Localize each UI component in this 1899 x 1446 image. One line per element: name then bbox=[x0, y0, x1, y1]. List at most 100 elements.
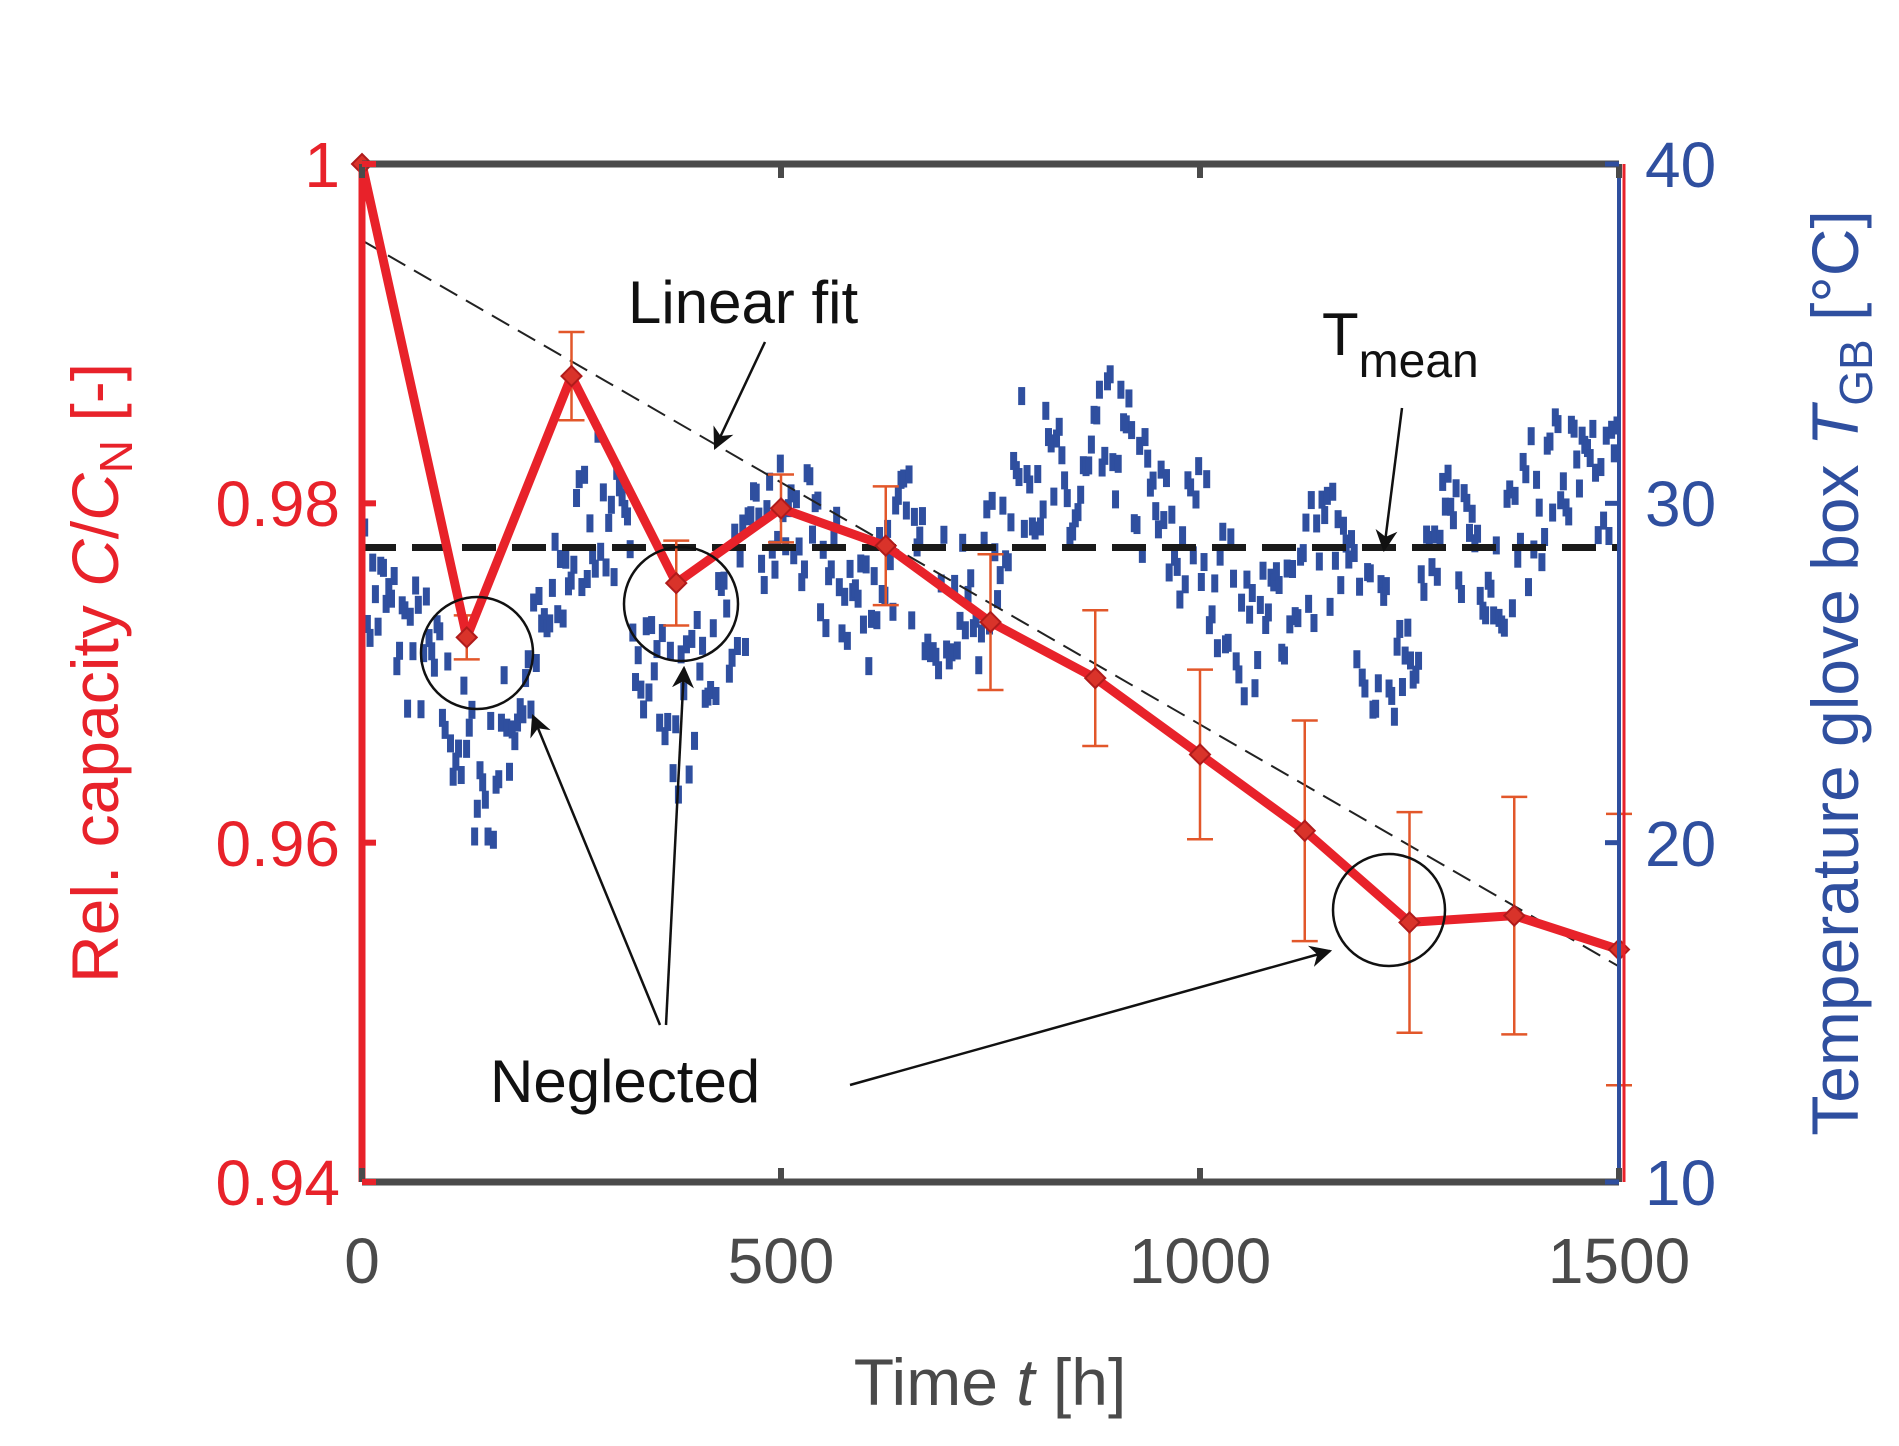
temperature-dash bbox=[396, 641, 404, 660]
temperature-dash bbox=[892, 496, 900, 515]
temperature-dash bbox=[1171, 547, 1179, 566]
temperature-dash bbox=[1449, 511, 1457, 530]
temperature-dash bbox=[988, 491, 996, 510]
neglected-arrow-2 bbox=[664, 665, 694, 1026]
temperature-dash bbox=[1610, 444, 1618, 463]
x-tick-label: 1000 bbox=[1129, 1225, 1271, 1297]
temperature-dash bbox=[1275, 576, 1283, 595]
temperature-dash bbox=[1492, 536, 1500, 555]
temperature-dash bbox=[1200, 553, 1208, 572]
temperature-dash bbox=[599, 483, 607, 502]
temperature-dash bbox=[438, 708, 446, 727]
temperature-dash bbox=[1125, 389, 1133, 408]
temperature-dash bbox=[902, 501, 910, 520]
temperature-dash bbox=[969, 619, 977, 638]
temperature-dash bbox=[699, 636, 707, 655]
temperature-dash bbox=[868, 609, 876, 628]
temperature-dash bbox=[1407, 651, 1415, 670]
temperature-dash bbox=[994, 590, 1002, 609]
right-tick-label: 40 bbox=[1645, 129, 1716, 201]
temperature-dash bbox=[859, 615, 867, 634]
temperature-dash bbox=[1361, 679, 1369, 698]
temperature-dash bbox=[570, 555, 578, 574]
temperature-dash bbox=[610, 568, 618, 587]
temperature-dash bbox=[465, 718, 473, 737]
temperature-dash bbox=[1608, 420, 1616, 439]
temperature-dash bbox=[1605, 527, 1613, 546]
temperature-dash bbox=[1256, 595, 1264, 614]
temperature-dash bbox=[401, 601, 409, 620]
temperature-dash bbox=[900, 469, 908, 488]
temperature-dash bbox=[752, 483, 760, 502]
temperature-dash bbox=[728, 648, 736, 667]
temperature-dash bbox=[1272, 562, 1280, 581]
temperature-dash bbox=[1149, 471, 1157, 490]
temperature-dash bbox=[1168, 505, 1176, 524]
temperature-dash bbox=[798, 573, 806, 592]
temperature-dash bbox=[956, 611, 964, 630]
temperature-dash bbox=[1487, 579, 1495, 598]
t-mean-label: Tmean bbox=[1322, 301, 1479, 388]
temperature-dash bbox=[1264, 603, 1272, 622]
temperature-dash bbox=[1476, 586, 1484, 605]
temperature-dash bbox=[1417, 565, 1425, 584]
temperature-dash bbox=[1047, 434, 1055, 453]
temperature-dash bbox=[1238, 593, 1246, 612]
temperature-dash bbox=[1600, 511, 1608, 530]
temperature-dash bbox=[1589, 419, 1597, 438]
temperature-dash bbox=[1522, 465, 1530, 484]
temperature-dash bbox=[583, 570, 591, 589]
temperature-dash bbox=[1154, 520, 1162, 539]
temperature-dash bbox=[1318, 490, 1326, 509]
temperature-dash bbox=[1339, 516, 1347, 535]
left-tick-label: 0.94 bbox=[215, 1147, 340, 1219]
temperature-dash bbox=[441, 720, 449, 739]
temperature-dash bbox=[505, 762, 513, 781]
temperature-dash bbox=[1441, 497, 1449, 516]
temperature-dash bbox=[739, 514, 747, 533]
temperature-dash bbox=[940, 525, 948, 544]
temperature-dash bbox=[487, 711, 495, 730]
temperature-dash bbox=[1192, 490, 1200, 509]
temperature-dash bbox=[747, 506, 755, 525]
neglected-circle-2 bbox=[622, 545, 740, 663]
temperature-dash bbox=[1444, 464, 1452, 483]
temperature-dash bbox=[559, 609, 567, 628]
temperature-dash bbox=[862, 555, 870, 574]
temperature-dash bbox=[666, 641, 674, 660]
temperature-dash bbox=[760, 576, 768, 595]
temperature-dash bbox=[870, 567, 878, 586]
temperature-dash bbox=[1390, 707, 1398, 726]
temperature-dash bbox=[412, 576, 420, 595]
temperature-dash bbox=[1307, 491, 1315, 510]
temperature-dash bbox=[406, 607, 414, 626]
temperature-dash bbox=[1583, 439, 1591, 458]
temperature-dash bbox=[645, 683, 653, 702]
temperature-dash bbox=[425, 629, 433, 648]
temperature-dash bbox=[1176, 590, 1184, 609]
temperature-dash bbox=[1208, 605, 1216, 624]
temperature-dash bbox=[1559, 472, 1567, 491]
temperature-dash bbox=[1128, 421, 1136, 440]
right-tick-labels: 10 20 30 40 bbox=[1645, 129, 1716, 1219]
temperature-dash bbox=[1061, 471, 1069, 490]
temperature-dash bbox=[1179, 526, 1187, 545]
temperature-dash bbox=[755, 507, 763, 526]
left-tick-label: 0.96 bbox=[215, 808, 340, 880]
temperature-dash bbox=[1412, 665, 1420, 684]
temperature-dash bbox=[1101, 446, 1109, 465]
temperature-dash bbox=[1077, 485, 1085, 504]
temperature-dash bbox=[452, 752, 460, 771]
temperature-dash bbox=[1133, 516, 1141, 535]
neglected-arrow-3 bbox=[849, 945, 1333, 1087]
temperature-dash bbox=[776, 454, 784, 473]
temperature-dash bbox=[1468, 504, 1476, 523]
temperature-dash bbox=[1036, 517, 1044, 536]
temperature-dash bbox=[524, 650, 532, 669]
temperature-dash bbox=[1106, 365, 1114, 384]
temperature-dash bbox=[1294, 609, 1302, 628]
temperature-dash bbox=[1007, 513, 1015, 532]
temperature-dash bbox=[422, 587, 430, 606]
temperature-dash bbox=[1393, 637, 1401, 656]
